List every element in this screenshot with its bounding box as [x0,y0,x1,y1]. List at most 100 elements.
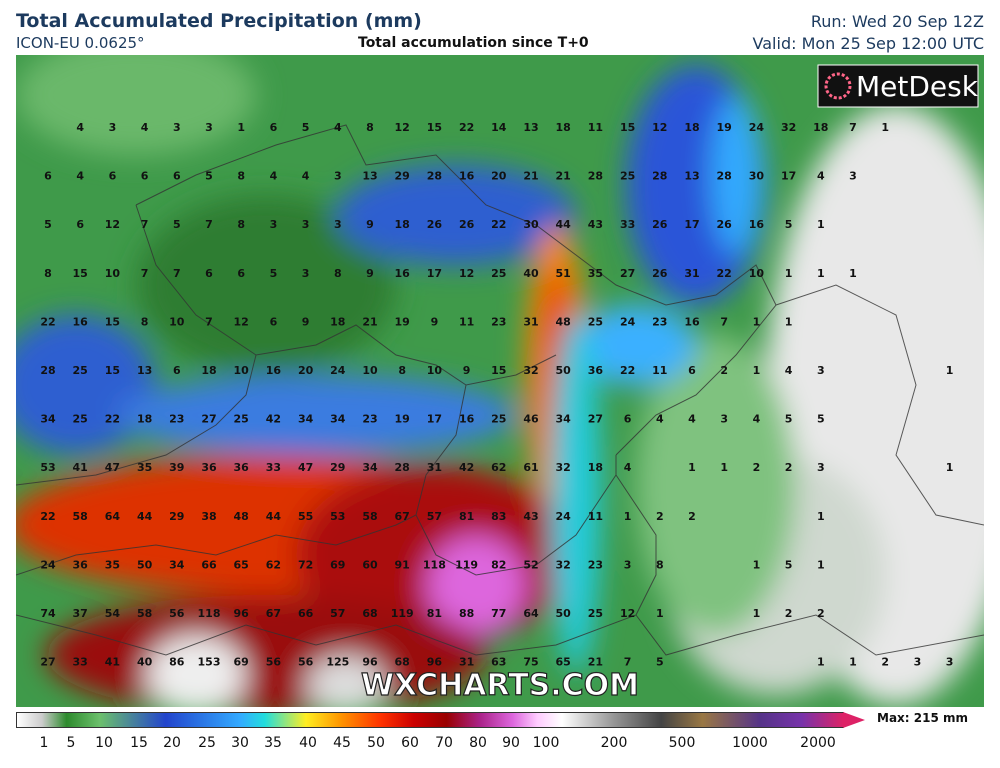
grid-value: 88 [459,607,474,620]
map: 4 3 4 3 3 1 6 5 4 8 12 15 22 14 13 18 11 15 12 18 19 24 32 18 7 1… [16,55,984,707]
grid-value: 17 [781,170,796,183]
grid-value: 1 [849,267,857,280]
grid-value: 119 [391,607,414,620]
grid-value: 25 [73,364,88,377]
grid-value: 35 [588,267,603,280]
grid-value: 6 [109,170,117,183]
grid-value: 24 [749,121,765,134]
grid-value: 13 [684,170,699,183]
logo: MetDesk [817,64,979,108]
grid-value: 36 [73,558,89,571]
grid-value: 7 [173,267,181,280]
grid-value: 81 [427,607,442,620]
grid-value: 77 [491,607,506,620]
grid-value: 18 [137,413,152,426]
grid-value: 7 [624,656,632,669]
grid-value: 1 [656,607,664,620]
grid-value: 1 [753,607,761,620]
grid-value: 29 [395,170,410,183]
grid-value: 6 [76,218,84,231]
grid-value: 1 [881,121,889,134]
grid-value: 40 [523,267,539,280]
grid-value: 22 [40,315,55,328]
grid-value: 8 [656,558,664,571]
grid-value: 15 [73,267,88,280]
grid-value: 11 [588,510,603,523]
grid-value: 5 [270,267,278,280]
grid-value: 5 [205,170,213,183]
grid-value: 41 [105,656,120,669]
grid-value: 55 [298,510,313,523]
scale-tick-label: 200 [600,735,628,751]
grid-value: 24 [40,558,56,571]
scale-tick-label: 10 [95,735,113,751]
grid-value: 21 [362,315,377,328]
grid-value: 4 [785,364,793,377]
grid-value: 31 [427,461,442,474]
grid-value: 62 [266,558,281,571]
grid-value: 4 [656,413,664,426]
color-scale [16,712,844,728]
grid-value: 8 [141,315,149,328]
grid-value: 19 [717,121,732,134]
grid-value: 6 [205,267,213,280]
scale-tick-label: 80 [469,735,487,751]
grid-value: 24 [330,364,346,377]
grid-value: 1 [817,267,825,280]
grid-value: 9 [366,267,374,280]
grid-value: 34 [40,413,56,426]
grid-value: 81 [459,510,474,523]
grid-value: 28 [427,170,442,183]
grid-value: 35 [105,558,120,571]
grid-value: 69 [234,656,249,669]
grid-value: 1 [946,461,954,474]
grid-value: 12 [620,607,635,620]
grid-value: 1 [237,121,245,134]
scale-tick-label: 500 [668,735,696,751]
grid-value: 32 [556,558,571,571]
grid-value: 51 [556,267,571,280]
grid-value: 96 [234,607,250,620]
grid-value: 25 [588,315,603,328]
scale-tick-label: 100 [532,735,560,751]
grid-value: 32 [781,121,796,134]
logo-text: MetDesk [856,70,979,103]
grid-value: 8 [237,218,245,231]
grid-value: 118 [423,558,446,571]
grid-value: 3 [720,413,728,426]
grid-value: 18 [330,315,345,328]
grid-value: 67 [266,607,281,620]
grid-value: 3 [334,218,342,231]
grid-value: 4 [688,413,696,426]
grid-value: 27 [40,656,55,669]
run-label: Run: Wed 20 Sep 12Z [810,12,984,31]
grid-value: 6 [173,364,181,377]
grid-value: 65 [556,656,571,669]
grid-value: 24 [556,510,572,523]
grid-value: 10 [362,364,378,377]
grid-value: 48 [234,510,249,523]
grid-value: 50 [137,558,153,571]
grid-value: 125 [326,656,349,669]
grid-value: 32 [556,461,571,474]
grid-value: 7 [141,218,149,231]
grid-value: 33 [266,461,281,474]
grid-value: 36 [234,461,250,474]
grid-value: 18 [201,364,216,377]
scale-tick-label: 1000 [732,735,768,751]
grid-value: 17 [427,413,442,426]
grid-value: 118 [198,607,221,620]
grid-value: 46 [523,413,539,426]
grid-value: 68 [362,607,377,620]
grid-value: 8 [398,364,406,377]
grid-value: 1 [817,558,825,571]
grid-value: 1 [849,656,857,669]
grid-value: 23 [169,413,184,426]
watermark: WXCHARTS.COM [361,668,639,703]
grid-value: 22 [40,510,55,523]
grid-value: 6 [270,315,278,328]
grid-value: 35 [137,461,152,474]
scale-tick-label: 90 [502,735,520,751]
grid-value: 18 [395,218,410,231]
grid-value: 26 [652,267,668,280]
